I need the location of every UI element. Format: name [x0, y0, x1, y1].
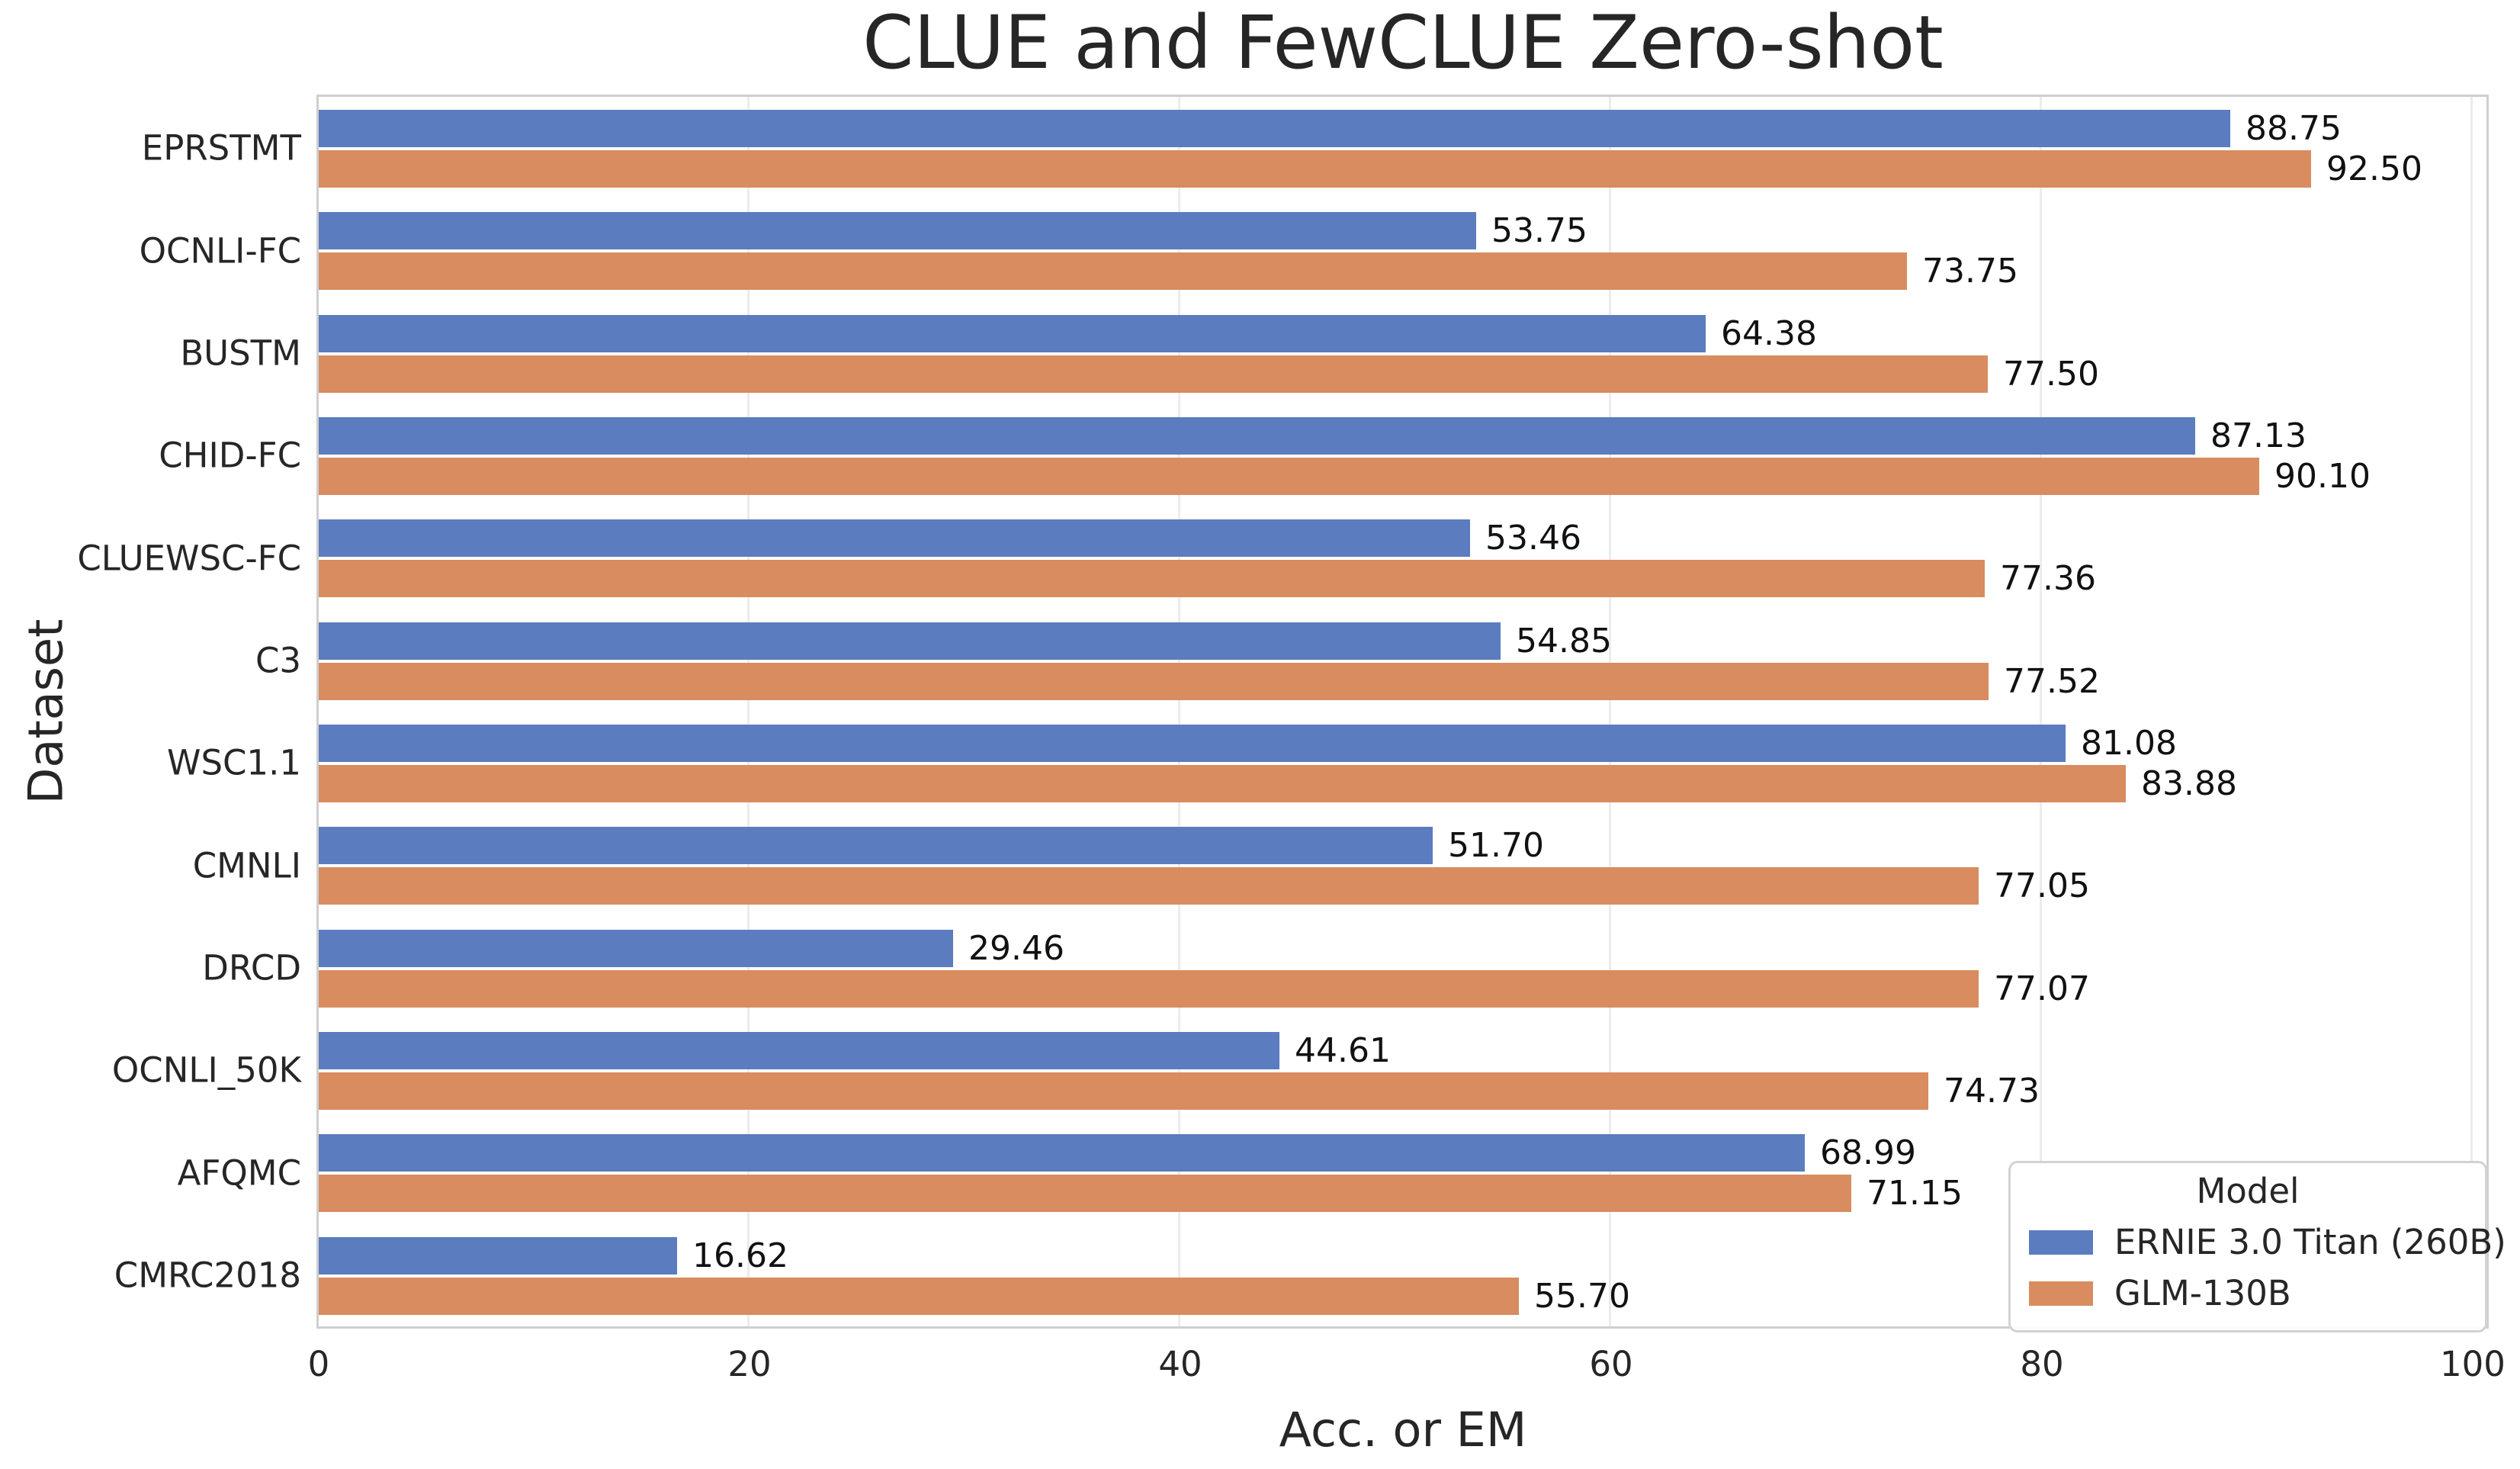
gridline-x-20 — [747, 97, 750, 1326]
bar-AFQMC-glm — [319, 1175, 1851, 1212]
bar-WSC1.1-glm — [319, 765, 2126, 802]
x-axis-label: Acc. or EM — [1279, 1402, 1527, 1458]
y-tick-label-C3: C3 — [255, 640, 301, 681]
bar-group-CHID-FC: 87.13 90.10 — [319, 404, 2486, 506]
gridline-x-100 — [2470, 97, 2473, 1326]
bar-value-label: 54.85 — [1516, 622, 1612, 661]
bar-group-AFQMC: 68.99 71.15 — [319, 1121, 2486, 1223]
legend-swatch-glm — [2029, 1281, 2093, 1306]
bar-CLUEWSC-FC-glm — [319, 560, 1985, 597]
y-tick-label-AFQMC: AFQMC — [177, 1152, 301, 1193]
bar-C3-glm — [319, 663, 1989, 700]
bar-group-BUSTM: 64.38 77.50 — [319, 302, 2486, 404]
x-tick-label-20: 20 — [727, 1344, 772, 1384]
y-tick-label-DRCD: DRCD — [202, 947, 301, 988]
bar-CMRC2018-ernie — [319, 1237, 677, 1275]
bar-OCNLI-FC-ernie — [319, 212, 1476, 249]
y-tick-label-WSC1.1: WSC1.1 — [166, 742, 301, 783]
x-tick-label-60: 60 — [1589, 1344, 1633, 1384]
bar-CHID-FC-ernie — [319, 417, 2195, 455]
bar-group-CLUEWSC-FC: 53.46 77.36 — [319, 506, 2486, 609]
bar-group-CMNLI: 51.70 77.05 — [319, 814, 2486, 916]
x-tick-label-0: 0 — [307, 1344, 330, 1384]
legend: Model ERNIE 3.0 Titan (260B) GLM-130B — [2008, 1161, 2506, 1332]
bar-value-label: 53.75 — [1491, 211, 1587, 250]
bar-value-label: 73.75 — [1922, 252, 2018, 291]
bar-OCNLI-FC-glm — [319, 252, 1907, 290]
gridline-x-80 — [2040, 97, 2042, 1326]
bar-CMNLI-ernie — [319, 827, 1433, 864]
bar-value-label: 77.05 — [1994, 866, 2090, 905]
bar-value-label: 44.61 — [1295, 1031, 1391, 1070]
bar-value-label: 64.38 — [1721, 314, 1817, 353]
y-tick-label-CHID-FC: CHID-FC — [159, 435, 301, 476]
bar-group-OCNLI_50K: 44.61 74.73 — [319, 1019, 2486, 1121]
bar-AFQMC-ernie — [319, 1134, 1805, 1172]
bar-value-label: 77.36 — [2000, 559, 2096, 598]
bar-DRCD-glm — [319, 970, 1979, 1008]
bar-group-WSC1.1: 81.08 83.88 — [319, 712, 2486, 814]
y-tick-label-CMRC2018: CMRC2018 — [114, 1255, 301, 1296]
bar-BUSTM-glm — [319, 355, 1988, 393]
legend-item-label: ERNIE 3.0 Titan (260B) — [2114, 1222, 2506, 1262]
bar-value-label: 53.46 — [1485, 519, 1581, 558]
x-tick-label-40: 40 — [1158, 1344, 1202, 1384]
plot-area: 88.75 92.50 53.75 73.75 64.38 77.50 87.13 90.10… — [316, 95, 2489, 1329]
bar-C3-ernie — [319, 622, 1501, 660]
y-tick-label-OCNLI-FC: OCNLI-FC — [139, 230, 301, 271]
bar-value-label: 83.88 — [2141, 764, 2237, 803]
y-tick-label-BUSTM: BUSTM — [180, 333, 301, 374]
bar-value-label: 87.13 — [2210, 416, 2307, 455]
y-tick-label-CLUEWSC-FC: CLUEWSC-FC — [77, 538, 301, 578]
bar-BUSTM-ernie — [319, 315, 1706, 352]
bar-value-label: 92.50 — [2326, 149, 2422, 188]
bar-value-label: 55.70 — [1534, 1277, 1630, 1316]
gridline-x-40 — [1178, 97, 1180, 1326]
bar-value-label: 77.52 — [2004, 662, 2100, 701]
bar-group-EPRSTMT: 88.75 92.50 — [319, 97, 2486, 199]
bar-CLUEWSC-FC-ernie — [319, 519, 1470, 557]
bar-EPRSTMT-glm — [319, 150, 2311, 188]
legend-item: ERNIE 3.0 Titan (260B) — [2029, 1222, 2506, 1262]
bar-value-label: 16.62 — [692, 1236, 788, 1275]
bar-OCNLI_50K-glm — [319, 1072, 1928, 1110]
legend-item: GLM-130B — [2029, 1273, 2467, 1313]
bar-DRCD-ernie — [319, 930, 953, 967]
bar-value-label: 88.75 — [2246, 109, 2342, 148]
bar-value-label: 51.70 — [1448, 826, 1544, 865]
y-tick-label-CMNLI: CMNLI — [192, 845, 301, 886]
bar-value-label: 77.50 — [2003, 355, 2099, 394]
bar-WSC1.1-ernie — [319, 725, 2066, 762]
x-tick-label-80: 80 — [2020, 1344, 2064, 1384]
bar-value-label: 74.73 — [1944, 1072, 2040, 1111]
bar-group-OCNLI-FC: 53.75 73.75 — [319, 199, 2486, 301]
bar-group-C3: 54.85 77.52 — [319, 609, 2486, 712]
bar-group-DRCD: 29.46 77.07 — [319, 917, 2486, 1019]
bar-EPRSTMT-ernie — [319, 110, 2230, 147]
bar-CHID-FC-glm — [319, 458, 2259, 495]
chart-title: CLUE and FewCLUE Zero-shot — [862, 0, 1944, 85]
bar-value-label: 81.08 — [2081, 724, 2177, 763]
legend-item-label: GLM-130B — [2114, 1273, 2291, 1313]
bar-CMNLI-glm — [319, 867, 1979, 905]
bar-value-label: 90.10 — [2274, 457, 2371, 496]
gridline-x-60 — [1609, 97, 1611, 1326]
y-tick-label-EPRSTMT: EPRSTMT — [141, 127, 301, 169]
bar-group-CMRC2018: 16.62 55.70 — [319, 1224, 2486, 1326]
bar-value-label: 77.07 — [1994, 969, 2090, 1008]
bar-OCNLI_50K-ernie — [319, 1032, 1279, 1069]
y-tick-label-OCNLI_50K: OCNLI_50K — [111, 1050, 301, 1091]
bar-CMRC2018-glm — [319, 1278, 1519, 1315]
legend-title: Model — [2196, 1171, 2300, 1211]
x-tick-label-100: 100 — [2440, 1344, 2506, 1384]
bar-value-label: 71.15 — [1867, 1174, 1963, 1213]
legend-swatch-ernie — [2029, 1230, 2093, 1255]
bar-value-label: 29.46 — [968, 929, 1064, 968]
bar-value-label: 68.99 — [1820, 1133, 1916, 1172]
